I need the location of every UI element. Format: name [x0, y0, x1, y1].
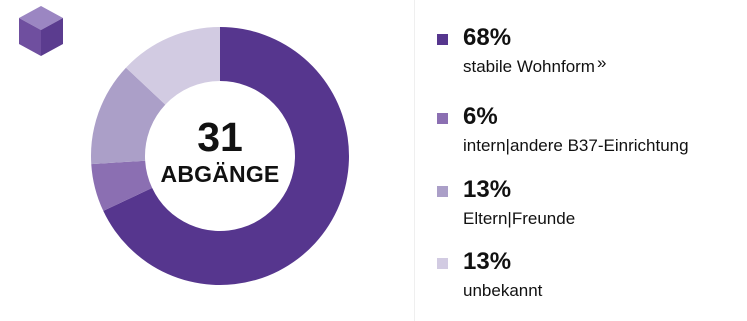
- legend-label-wrap: stabile Wohnform»: [463, 53, 607, 78]
- legend-percent: 68%: [463, 24, 512, 51]
- legend-percent: 13%: [463, 176, 512, 203]
- donut-chart: 31 ABGÄNGE: [90, 26, 350, 286]
- legend-swatch: [437, 113, 448, 124]
- donut-slice-0: [103, 27, 349, 285]
- donut-slice-2: [91, 67, 166, 165]
- donut-slice-1: [91, 160, 153, 211]
- legend-label: Eltern|Freunde: [463, 209, 576, 228]
- cube-icon: [17, 4, 65, 58]
- donut-slice-3: [125, 27, 220, 105]
- divider: [414, 0, 415, 321]
- legend-label: stabile Wohnform: [463, 57, 595, 76]
- legend-swatch: [437, 34, 448, 45]
- footnote-marker: »: [596, 53, 607, 72]
- legend-percent: 6%: [463, 103, 498, 130]
- legend-label: unbekannt: [463, 281, 543, 300]
- legend-swatch: [437, 258, 448, 269]
- donut-svg: [91, 27, 349, 285]
- legend-percent: 13%: [463, 248, 512, 275]
- legend-label: intern|andere B37-Einrichtung: [463, 136, 689, 155]
- legend-swatch: [437, 186, 448, 197]
